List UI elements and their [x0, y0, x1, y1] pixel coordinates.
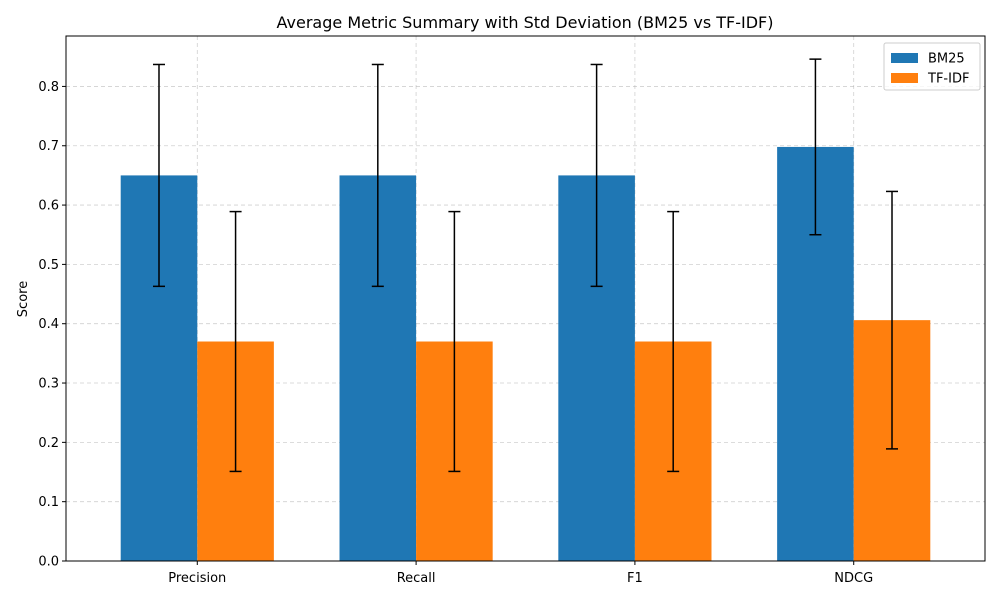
y-axis-label: Score [16, 281, 31, 317]
x-tick-label: NDCG [834, 571, 873, 586]
chart-title: Average Metric Summary with Std Deviatio… [277, 13, 774, 32]
y-tick-label: 0.6 [38, 199, 59, 214]
x-tick-label: Recall [397, 571, 436, 586]
y-tick-label: 0.7 [38, 139, 59, 154]
x-axis: Precision Recall F1 NDCG [168, 561, 873, 586]
legend-swatch [891, 73, 918, 83]
y-tick-label: 0.2 [38, 436, 59, 451]
y-axis: 0.0 0.1 0.2 0.3 0.4 0.5 0.6 0.7 0.8 [38, 80, 66, 570]
legend: BM25 TF-IDF [883, 42, 981, 91]
y-tick-label: 0.8 [38, 80, 59, 95]
legend-swatch [891, 53, 918, 63]
x-tick-label: F1 [627, 571, 643, 586]
bars [120, 146, 931, 562]
y-tick-label: 0.0 [38, 555, 59, 570]
plot-frame [65, 35, 986, 562]
y-tick-label: 0.1 [38, 495, 59, 510]
error-bars [152, 58, 899, 473]
x-tick-label: Precision [168, 571, 226, 586]
y-tick-label: 0.4 [38, 317, 59, 332]
y-tick-label: 0.5 [38, 258, 59, 273]
legend-label: TF-IDF [927, 72, 969, 87]
legend-label: BM25 [928, 52, 965, 67]
y-tick-label: 0.3 [38, 377, 59, 392]
